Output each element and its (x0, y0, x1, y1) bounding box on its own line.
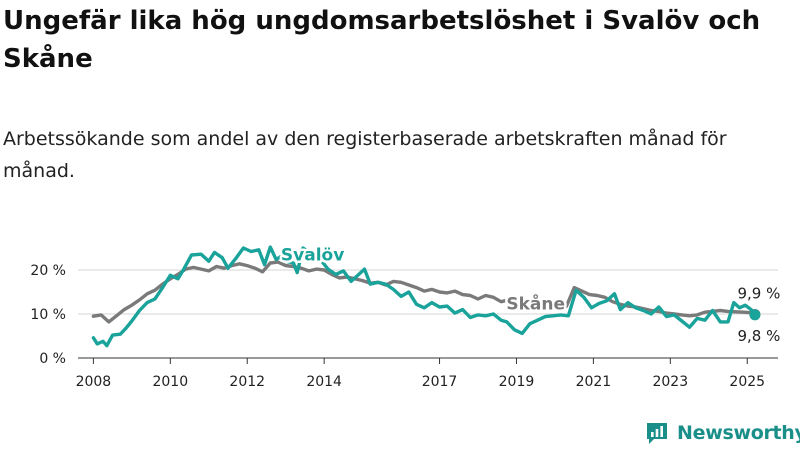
chart-subtitle: Arbetssökande som andel av den registerb… (3, 128, 727, 182)
series-line-svalv (91, 245, 757, 348)
x-tick-label: 2019 (499, 374, 535, 390)
y-tick-label: 10 % (30, 307, 66, 323)
x-tick-label: 2014 (306, 374, 342, 390)
series-label: Skåne (506, 293, 565, 315)
end-value-label: 9,8 % (737, 327, 780, 345)
series-end-point-svalv (749, 309, 761, 321)
y-tick-label: 0 % (39, 351, 66, 367)
newsworthy-logo-icon (647, 423, 667, 444)
y-tick-label: 20 % (30, 263, 66, 279)
newsworthy-brand[interactable]: Newsworthy (645, 420, 800, 446)
x-tick-label: 2010 (152, 374, 188, 390)
brand-name: Newsworthy (677, 422, 800, 444)
x-tick-label: 2008 (76, 374, 112, 390)
x-tick-label: 2017 (422, 374, 458, 390)
end-value-label: 9,9 % (737, 284, 780, 302)
x-tick-label: 2025 (729, 374, 765, 390)
chart-title: Ungefär lika hög ungdomsarbetslöshet i S… (3, 6, 761, 74)
x-tick-label: 2012 (229, 374, 265, 390)
x-tick-label: 2023 (652, 374, 688, 390)
series-label: Svalöv (281, 245, 344, 265)
x-tick-label: 2021 (576, 374, 612, 390)
